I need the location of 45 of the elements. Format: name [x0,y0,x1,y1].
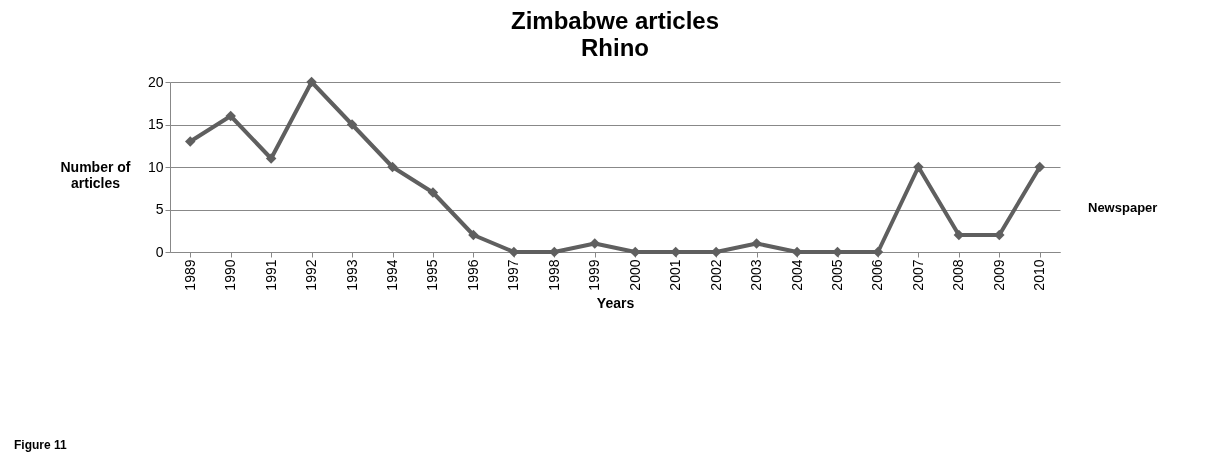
x-tick-label: 2006 [869,259,886,291]
x-tick-label: 2005 [829,259,845,291]
x-tick-label: 1992 [303,259,320,291]
y-tick-label: 10 [147,158,164,175]
caption: Figure 11 [14,438,67,452]
x-tick-label: 1995 [424,259,441,291]
point [427,187,439,198]
x-tick-label: 1989 [181,259,198,291]
x-tick-label: 1991 [262,259,279,291]
point [346,119,358,130]
point [306,76,317,88]
x-tick-label: 1996 [464,259,481,291]
point [184,136,196,147]
point [913,161,924,173]
x-tick-label: 1993 [343,259,360,291]
x-tick-label: 2002 [707,259,724,291]
x-tick-label: 1997 [505,259,522,291]
x-tick-label: 2008 [950,259,967,291]
x-tick-label: 1999 [586,259,603,291]
x-tick-label: 2001 [667,259,684,291]
point [265,153,277,164]
chart-title: Zimbabwe articles [510,7,720,34]
text: Newspaper [1088,200,1158,215]
x-tick-label: 1998 [545,259,562,291]
x-tick-label: 2004 [788,259,805,291]
x-tick-label: 2009 [990,259,1007,291]
y-tick-label: 15 [147,116,164,132]
point [468,229,479,241]
point [1034,161,1046,173]
x-axis-title: Years [596,294,635,311]
y-tick-label: 5 [155,201,164,217]
point [387,161,398,173]
x-tick-label: 1994 [384,259,400,291]
y-tick-label: 20 [147,73,164,90]
x-tick-label: 2000 [626,259,643,291]
x-tick-label: 1990 [222,259,239,291]
x-tick-label: 2003 [748,259,765,291]
point [225,110,236,122]
x-tick-label: 2007 [909,259,926,291]
y-axis-title: Number of articles [60,158,131,191]
point [589,238,601,249]
x-tick-label: 2010 [1031,259,1048,291]
chart-subtitle: Rhino [581,34,649,61]
y-tick-label: 0 [155,243,164,260]
point [751,238,762,249]
